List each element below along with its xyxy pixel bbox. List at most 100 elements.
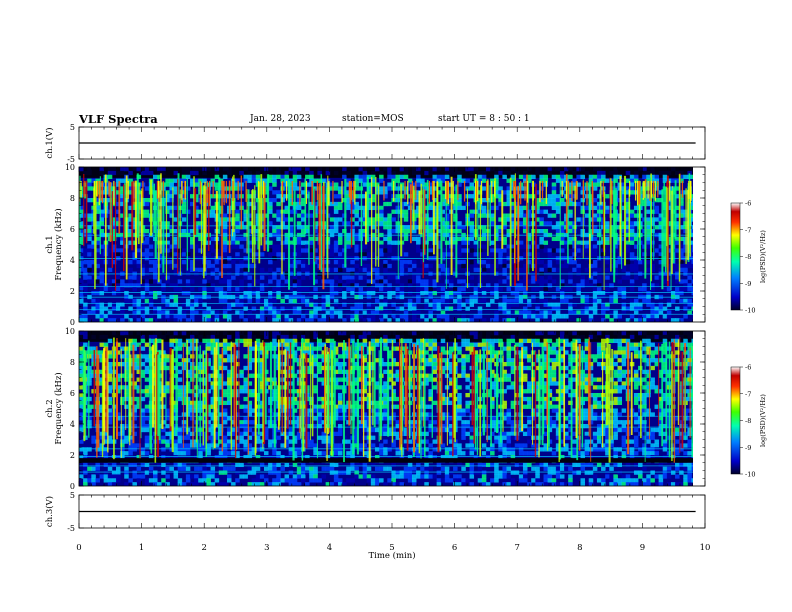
spectrogram-cell	[189, 331, 195, 336]
spectrogram-cell	[136, 396, 142, 402]
spectrogram-cell	[539, 279, 544, 284]
spectrogram-cell	[539, 236, 544, 242]
spectrogram-cell	[128, 213, 133, 218]
spectrogram-cell	[140, 447, 146, 452]
spectrogram-cell	[317, 178, 322, 183]
spectrogram-cell	[687, 283, 692, 288]
spectrogram-cell	[547, 252, 553, 257]
spectrogram-cell	[87, 260, 92, 265]
spectrogram-cell	[173, 229, 179, 234]
spectrogram-cell	[440, 267, 446, 273]
spectrogram-cell	[181, 396, 187, 402]
spectrogram-cell	[87, 275, 92, 280]
spectrogram-cell	[675, 240, 680, 245]
spectrogram-cell	[313, 455, 318, 460]
spectrogram-cell	[428, 186, 433, 191]
spectrogram-cell	[173, 318, 179, 322]
spectrogram-cell	[333, 291, 339, 296]
spectrogram-cell	[165, 198, 170, 203]
spectrogram-cell	[605, 229, 610, 234]
spectrogram-cell	[144, 358, 150, 363]
spectrogram-cell	[362, 310, 368, 315]
spectrogram-cell	[337, 267, 343, 273]
spectrogram-cell	[247, 248, 253, 253]
spectrogram-cell	[91, 252, 96, 257]
spectrogram-cell	[691, 240, 693, 245]
spectrogram-cell	[457, 252, 462, 257]
spectrogram-cell	[296, 167, 302, 172]
spectrogram-cell	[177, 314, 183, 319]
spectrogram-cell	[243, 267, 248, 273]
spectrogram-cell	[440, 310, 446, 315]
spectrogram-cell	[683, 283, 688, 288]
spectrogram-cell	[214, 338, 220, 344]
spectrogram-cell	[646, 260, 651, 265]
spectrogram-cell	[107, 267, 113, 273]
spectrogram-cell	[243, 178, 248, 183]
spectrogram-cell	[403, 217, 409, 222]
spectrogram-cell	[185, 389, 191, 394]
spectrogram-cell	[387, 283, 392, 288]
spectrogram-cell	[654, 310, 660, 315]
spectrogram-cell	[576, 174, 581, 180]
spectrogram-cell	[247, 451, 253, 456]
spectrogram-cell	[222, 298, 228, 304]
spectrogram-cell	[276, 478, 281, 483]
spectrogram-cell	[79, 424, 84, 429]
spectrogram-cell	[91, 482, 96, 486]
spectrogram-cell	[625, 306, 631, 311]
spectrogram-cell	[87, 170, 92, 176]
spectrogram-cell	[99, 244, 105, 249]
spectrogram-cell	[128, 186, 133, 191]
spectrogram-cell	[103, 455, 109, 460]
spectrogram-cell	[243, 263, 248, 269]
spectrogram-cell	[194, 244, 199, 249]
spectrogram-cell	[605, 194, 610, 199]
spectrogram-cell	[198, 267, 203, 273]
spectrogram-cell	[691, 217, 693, 222]
spectrogram-cell	[284, 205, 290, 211]
spectrogram-cell	[124, 393, 129, 398]
spectrogram-cell	[317, 369, 322, 375]
spectrogram-cell	[358, 167, 364, 172]
spectrogram-cell	[362, 209, 368, 214]
spectrogram-cell	[214, 170, 220, 176]
spectrogram-cell	[650, 201, 655, 207]
spectrogram-cell	[321, 350, 327, 355]
spectrogram-cell	[416, 209, 421, 214]
spectrogram-cell	[231, 451, 236, 456]
spectrogram-cell	[95, 201, 100, 207]
spectrogram-cell	[259, 400, 265, 406]
spectrogram-cell	[288, 244, 294, 249]
spectrogram-cell	[325, 310, 331, 315]
spectrogram-cell	[300, 170, 306, 176]
spectrogram-cell	[87, 373, 92, 378]
spectrogram-cell	[124, 354, 129, 359]
spectrogram-cell	[173, 287, 179, 292]
spectrogram-cell	[494, 291, 499, 296]
spectrogram-cell	[231, 393, 236, 398]
spectrogram-cell	[313, 443, 318, 448]
spectrogram-cell	[539, 221, 544, 226]
spectrogram-cell	[432, 174, 438, 180]
spectrogram-cell	[87, 198, 92, 203]
spectrogram-cell	[181, 412, 187, 417]
spectrogram-cell	[411, 236, 417, 242]
spectrogram-cell	[161, 275, 166, 280]
spectrogram-cell	[222, 358, 228, 363]
spectrogram-cell	[255, 287, 261, 292]
spectrogram-cell	[461, 240, 466, 245]
spectrogram-cell	[173, 302, 179, 307]
spectrogram-cell	[309, 362, 314, 367]
spectrogram-cell	[609, 310, 614, 315]
spectrogram-cell	[403, 190, 409, 195]
spectrogram-cell	[337, 279, 343, 284]
spectrogram-cell	[243, 439, 248, 444]
spectrogram-cell	[411, 302, 417, 307]
spectrogram-cell	[687, 298, 692, 304]
spectrogram-cell	[527, 236, 532, 242]
spectrogram-cell	[292, 420, 298, 425]
spectrogram-cell	[457, 170, 462, 176]
spectrogram-cell	[321, 342, 327, 347]
spectrogram-cell	[124, 420, 129, 425]
